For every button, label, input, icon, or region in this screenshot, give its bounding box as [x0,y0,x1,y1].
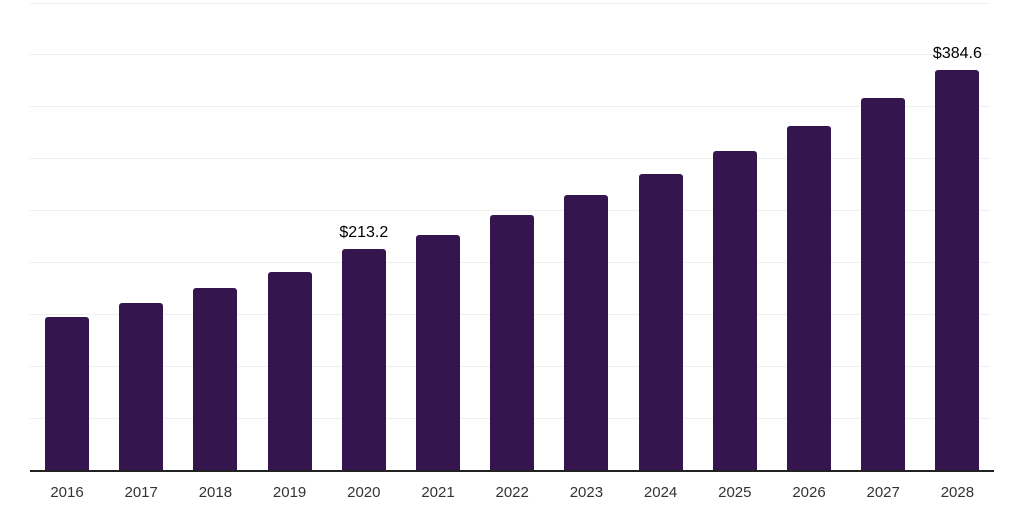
bar-2025 [712,150,757,470]
bar-2021 [416,235,460,470]
x-tick-2023: 2023 [569,484,604,501]
bar-2028 [935,70,980,470]
x-tick-2018: 2018 [198,484,233,501]
gridline-350 [30,106,990,108]
x-tick-2017: 2017 [124,484,158,501]
gridline-450 [30,2,990,4]
x-tick-2026: 2026 [792,484,826,501]
x-tick-2021: 2021 [421,484,455,501]
bar-2023 [564,195,609,470]
bar-2016 [45,316,89,470]
bar-2026 [787,125,831,470]
x-tick-2020: 2020 [347,484,381,501]
gridline-300 [30,158,990,160]
gridline-250 [30,210,990,212]
bar-2024 [638,173,683,470]
data-label-2020: $213.2 [339,223,389,241]
x-tick-2025: 2025 [718,484,752,501]
x-axis-line [30,470,994,472]
x-tick-2027: 2027 [866,484,900,501]
x-tick-2022: 2022 [495,484,529,501]
x-tick-2028: 2028 [940,484,975,501]
x-tick-2019: 2019 [272,484,307,501]
bar-2022 [490,215,535,470]
data-label-2028: $384.6 [932,45,982,63]
x-tick-2024: 2024 [643,484,678,501]
bar-2027 [861,98,906,470]
bar-2018 [193,288,238,470]
gridline-400 [30,54,990,56]
x-tick-2016: 2016 [50,484,84,501]
bar-2020 [341,248,386,470]
bar-2019 [267,271,312,470]
bar-2017 [119,302,164,470]
